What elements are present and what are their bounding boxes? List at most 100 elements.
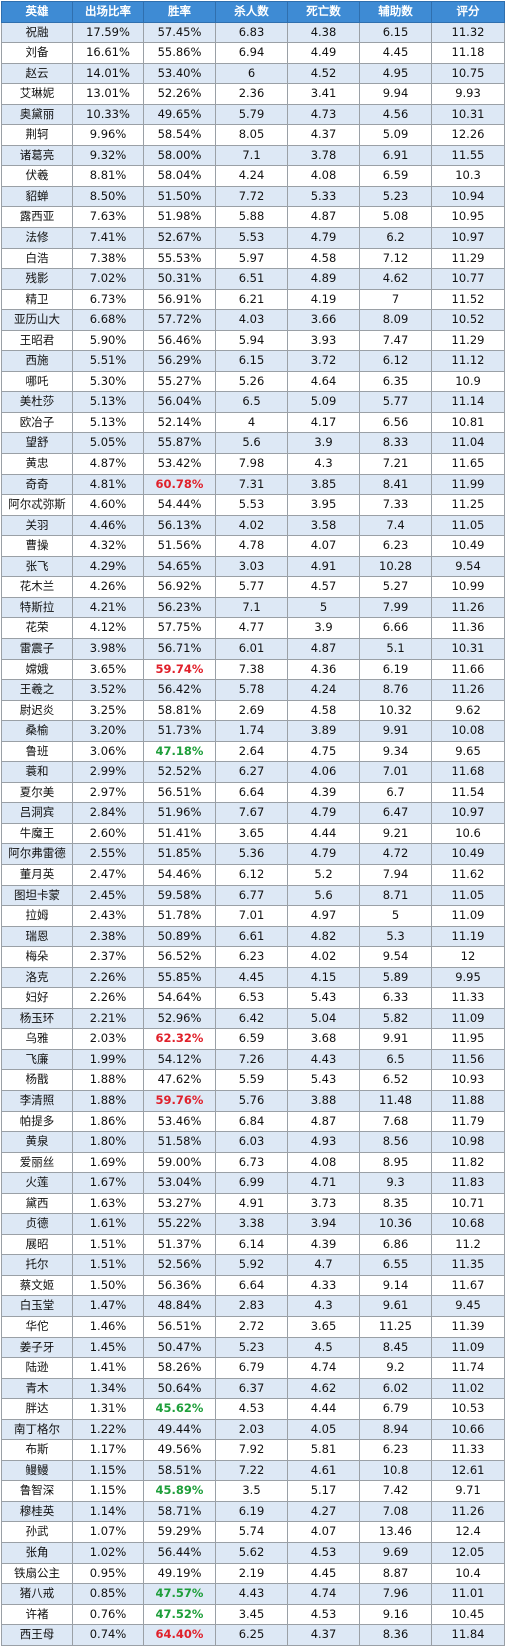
deaths-cell: 4.75 — [287, 740, 360, 763]
kills-cell: 5.74 — [215, 1521, 288, 1544]
deaths-cell: 4.37 — [287, 124, 360, 146]
deaths-cell: 4.73 — [287, 103, 360, 126]
assists-cell: 6.02 — [359, 1377, 432, 1400]
win-rate-cell: 55.53% — [143, 247, 216, 270]
score-cell: 11.09 — [431, 905, 505, 927]
hero-cell: 雷震子 — [1, 637, 73, 660]
kills-cell: 3.38 — [215, 1213, 288, 1235]
win-rate-cell: 56.51% — [143, 1316, 216, 1338]
hero-cell: 荆轲 — [1, 124, 73, 146]
win-rate-cell: 57.45% — [143, 21, 216, 44]
deaths-cell: 4.64 — [287, 370, 360, 393]
assists-cell: 11.25 — [359, 1316, 432, 1338]
kills-cell: 6.83 — [215, 21, 288, 44]
deaths-cell: 4.79 — [287, 843, 360, 865]
hero-cell: 刘备 — [1, 42, 73, 64]
header-kills[interactable]: 杀人数 — [215, 1, 288, 23]
hero-cell: 残影 — [1, 268, 73, 290]
table-row: 黄忠 4.87% 53.42% 7.98 4.3 7.21 11.65 — [1, 453, 505, 475]
pick-rate-cell: 1.61% — [72, 1213, 144, 1235]
pick-rate-cell: 2.97% — [72, 781, 144, 804]
assists-cell: 6.59 — [359, 165, 432, 187]
assists-cell: 9.34 — [359, 740, 432, 763]
score-cell: 11.55 — [431, 144, 505, 167]
kills-cell: 5.97 — [215, 247, 288, 270]
pick-rate-cell: 1.22% — [72, 1418, 144, 1441]
score-cell: 11.35 — [431, 1254, 505, 1276]
kills-cell: 4.03 — [215, 309, 288, 331]
deaths-cell: 4.79 — [287, 227, 360, 249]
pick-rate-cell: 2.84% — [72, 802, 144, 824]
deaths-cell: 4.07 — [287, 1521, 360, 1544]
table-row: 华佗 1.46% 56.51% 2.72 3.65 11.25 11.39 — [1, 1316, 505, 1338]
win-rate-cell: 54.64% — [143, 987, 216, 1009]
pick-rate-cell: 3.98% — [72, 637, 144, 660]
assists-cell: 5.77 — [359, 391, 432, 413]
score-cell: 11.26 — [431, 1500, 505, 1523]
win-rate-cell: 49.56% — [143, 1439, 216, 1461]
deaths-cell: 4.36 — [287, 658, 360, 681]
header-hero[interactable]: 英雄 — [1, 1, 73, 23]
kills-cell: 2.19 — [215, 1562, 288, 1585]
table-row: 赵云 14.01% 53.40% 6 4.52 4.95 10.75 — [1, 62, 505, 85]
kills-cell: 5.78 — [215, 679, 288, 701]
deaths-cell: 4.08 — [287, 165, 360, 187]
pick-rate-cell: 3.25% — [72, 699, 144, 722]
pick-rate-cell: 4.60% — [72, 494, 144, 516]
hero-cell: 乌雅 — [1, 1028, 73, 1050]
kills-cell: 5.26 — [215, 370, 288, 393]
assists-cell: 8.41 — [359, 473, 432, 496]
assists-cell: 4.95 — [359, 62, 432, 85]
table-row: 桑榆 3.20% 51.73% 1.74 3.89 9.91 10.08 — [1, 720, 505, 742]
pick-rate-cell: 7.38% — [72, 247, 144, 270]
hero-cell: 洛克 — [1, 966, 73, 989]
win-rate-cell: 53.40% — [143, 62, 216, 85]
score-cell: 10.95 — [431, 206, 505, 229]
table-row: 貂蝉 8.50% 51.50% 7.72 5.33 5.23 10.94 — [1, 185, 505, 208]
kills-cell: 5.92 — [215, 1254, 288, 1276]
header-deaths[interactable]: 死亡数 — [287, 1, 360, 23]
kills-cell: 7.1 — [215, 596, 288, 619]
header-score[interactable]: 评分 — [431, 1, 505, 23]
table-row: 美杜莎 5.13% 56.04% 6.5 5.09 5.77 11.14 — [1, 391, 505, 413]
win-rate-cell: 56.13% — [143, 514, 216, 537]
pick-rate-cell: 13.01% — [72, 83, 144, 105]
table-row: 鳗鳗 1.15% 58.51% 7.22 4.61 10.8 12.61 — [1, 1459, 505, 1482]
kills-cell: 6.61 — [215, 925, 288, 948]
deaths-cell: 4.89 — [287, 268, 360, 290]
win-rate-cell: 54.46% — [143, 863, 216, 886]
score-cell: 9.95 — [431, 966, 505, 989]
deaths-cell: 4.38 — [287, 21, 360, 44]
win-rate-cell: 59.58% — [143, 884, 216, 907]
score-cell: 12.4 — [431, 1521, 505, 1544]
score-cell: 10.49 — [431, 535, 505, 557]
table-row: 哪吒 5.30% 55.27% 5.26 4.64 6.35 10.9 — [1, 370, 505, 393]
hero-cell: 白玉堂 — [1, 1295, 73, 1317]
pick-rate-cell: 8.50% — [72, 185, 144, 208]
hero-cell: 黄忠 — [1, 453, 73, 475]
header-win-rate[interactable]: 胜率 — [143, 1, 216, 23]
deaths-cell: 3.72 — [287, 350, 360, 372]
hero-cell: 曹操 — [1, 535, 73, 557]
score-cell: 10.71 — [431, 1192, 505, 1215]
assists-cell: 7.94 — [359, 863, 432, 886]
table-row: 乌雅 2.03% 62.32% 6.59 3.68 9.91 11.95 — [1, 1028, 505, 1050]
hero-cell: 瑞恩 — [1, 925, 73, 948]
assists-cell: 13.46 — [359, 1521, 432, 1544]
table-row: 荆轲 9.96% 58.54% 8.05 4.37 5.09 12.26 — [1, 124, 505, 146]
score-cell: 11.52 — [431, 288, 505, 311]
assists-cell: 9.69 — [359, 1542, 432, 1564]
win-rate-cell: 47.57% — [143, 1583, 216, 1605]
header-pick-rate[interactable]: 出场比率 — [72, 1, 144, 23]
assists-cell: 6.47 — [359, 802, 432, 824]
win-rate-cell: 47.52% — [143, 1603, 216, 1626]
score-cell: 11.36 — [431, 617, 505, 639]
win-rate-cell: 51.41% — [143, 822, 216, 845]
assists-cell: 5.23 — [359, 185, 432, 208]
pick-rate-cell: 1.17% — [72, 1439, 144, 1461]
kills-cell: 6 — [215, 62, 288, 85]
deaths-cell: 3.95 — [287, 494, 360, 516]
header-assists[interactable]: 辅助数 — [359, 1, 432, 23]
deaths-cell: 3.66 — [287, 309, 360, 331]
table-row: 托尔 1.51% 52.56% 5.92 4.7 6.55 11.35 — [1, 1254, 505, 1276]
